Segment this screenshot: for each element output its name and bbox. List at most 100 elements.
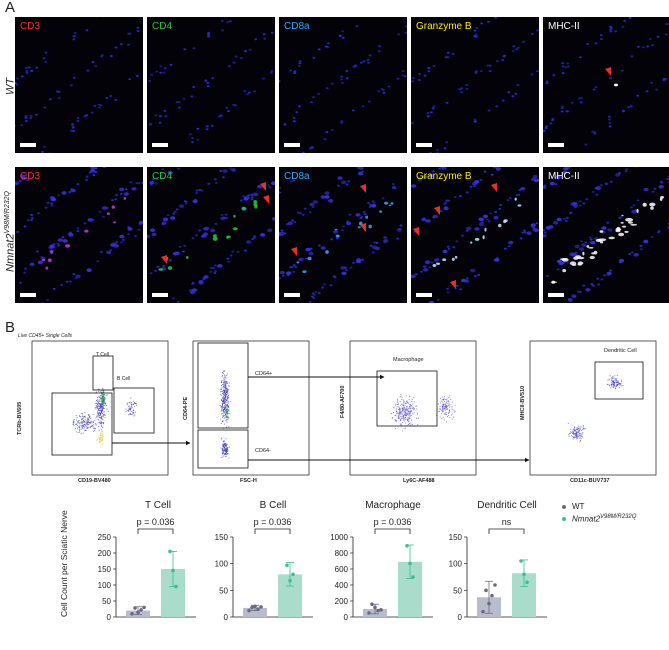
- y-tick-label: 0: [224, 613, 229, 622]
- y-tick-label: 800: [335, 549, 349, 558]
- data-point: [247, 608, 251, 613]
- legend-item-wt: WT: [562, 502, 636, 511]
- micrograph-tile: CD8a: [279, 167, 407, 303]
- data-point: [411, 575, 415, 579]
- y-tick-label: 0: [344, 613, 349, 622]
- y-tick-label: 250: [98, 533, 112, 542]
- data-point: [370, 602, 374, 606]
- y-tick-label: 100: [98, 581, 112, 590]
- arrowhead-marker: [263, 195, 269, 204]
- chart-title-bcell: B Cell: [259, 500, 287, 511]
- micrograph-tile: CD4: [147, 17, 275, 153]
- y-tick-label: 150: [98, 565, 112, 574]
- significance-label: p = 0.036: [137, 517, 175, 527]
- y-tick-label: 400: [335, 581, 349, 590]
- data-point: [253, 604, 257, 609]
- data-point: [291, 572, 295, 577]
- data-point: [484, 588, 488, 593]
- plot3-xlabel: Ly6C-AF488: [403, 478, 435, 484]
- arrowhead-overlay: [161, 67, 611, 289]
- data-point: [288, 578, 292, 583]
- data-point: [256, 607, 260, 611]
- channel-label: CD4: [152, 171, 173, 182]
- y-tick-label: 200: [335, 597, 349, 606]
- scale-bar: [284, 293, 300, 297]
- gate-b-cell: [113, 387, 155, 434]
- data-point: [168, 549, 172, 554]
- gate-label-cd64pos: CD64+: [255, 371, 273, 377]
- legend-label-wt: WT: [572, 502, 585, 511]
- micrograph-tile: CD3: [15, 167, 143, 303]
- chart-title-dendritic: Dendritic Cell: [477, 500, 537, 511]
- data-point: [405, 544, 409, 548]
- significance-label: p = 0.036: [374, 517, 412, 527]
- gate-myeloid: [51, 392, 113, 456]
- arrowhead-marker: [491, 183, 497, 192]
- data-point: [250, 605, 254, 610]
- legend-label-mutant: Nmnat2V98M/R232Q: [572, 514, 637, 524]
- gate-cd64-neg: [197, 429, 249, 469]
- scale-bar: [20, 293, 36, 297]
- data-point: [493, 583, 497, 587]
- arrowhead-marker: [360, 184, 366, 193]
- flow-plot-t-b: [31, 340, 169, 476]
- micrograph-tile: MHC-II: [543, 17, 669, 153]
- channel-label: MHC-II: [548, 21, 580, 32]
- gate-macrophage: [376, 370, 438, 427]
- scale-bar: [284, 143, 300, 147]
- gate-label-t: T Cell: [96, 352, 109, 358]
- flow-plot-dendritic: [529, 340, 657, 476]
- data-point: [376, 608, 380, 613]
- data-point: [259, 605, 263, 609]
- data-point: [133, 606, 137, 610]
- micrograph-tile: CD4: [147, 167, 275, 303]
- data-point: [171, 568, 175, 573]
- y-tick-label: 50: [102, 597, 111, 606]
- significance-label: ns: [502, 517, 512, 527]
- y-tick-label: 50: [219, 586, 228, 595]
- channel-label: CD3: [20, 171, 41, 182]
- channel-label: CD8a: [284, 21, 310, 32]
- y-tick-label: 1000: [330, 533, 348, 542]
- gate-label-macrophage: Macrophage: [393, 357, 424, 363]
- gate-cd64-pos: [197, 342, 249, 429]
- micrograph-tile: MHC-II: [543, 167, 669, 303]
- flow-plot-cd64: [192, 340, 310, 476]
- micrograph-tile: Granzyme B: [411, 17, 539, 153]
- channel-label: Granzyme B: [416, 171, 472, 182]
- y-tick-label: 150: [215, 533, 229, 542]
- channel-label: CD8a: [284, 171, 310, 182]
- gate-label-b: B Cell: [117, 376, 131, 382]
- channel-label: CD4: [152, 21, 173, 32]
- arrowhead-marker: [413, 227, 419, 236]
- chart-title-tcell: T Cell: [145, 500, 171, 511]
- data-point: [481, 609, 485, 614]
- y-tick-label: 600: [335, 565, 349, 574]
- flow-plot-macrophage: [349, 340, 477, 476]
- micrograph-tile: CD8a: [279, 17, 407, 153]
- y-tick-label: 0: [107, 613, 112, 622]
- channel-label: CD3: [20, 21, 41, 32]
- arrowhead-marker: [260, 182, 266, 191]
- legend-dot-mutant: [562, 516, 566, 521]
- data-point: [373, 605, 377, 610]
- scale-bar: [416, 293, 432, 297]
- y-tick-label: 100: [449, 560, 463, 569]
- scale-bar: [416, 143, 432, 147]
- panel-b-letter: B: [5, 319, 16, 336]
- scale-bar: [20, 143, 36, 147]
- y-tick-label: 0: [458, 613, 463, 622]
- data-point: [522, 572, 526, 577]
- bar: [243, 607, 267, 617]
- gate-label-cd64neg: CD64-: [255, 448, 271, 454]
- plot1-xlabel: CD19-BV480: [78, 478, 111, 484]
- scale-bar: [152, 293, 168, 297]
- data-point: [408, 561, 412, 566]
- arrowhead-marker: [161, 255, 167, 264]
- data-point: [379, 608, 383, 612]
- data-point: [490, 593, 494, 598]
- data-point: [367, 611, 371, 615]
- legend: WT Nmnat2V98M/R232Q: [562, 502, 636, 527]
- y-tick-label: 150: [449, 533, 463, 542]
